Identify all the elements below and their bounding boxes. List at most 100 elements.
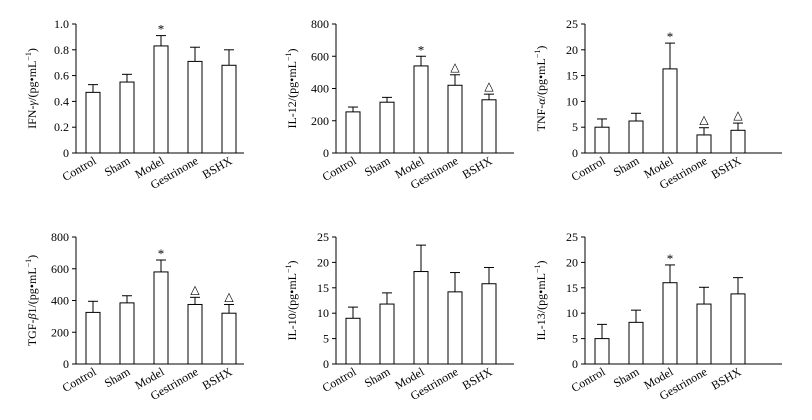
y-label-prefix: TNF- [534, 105, 548, 132]
bar-bshx [221, 312, 237, 365]
bar-model [662, 282, 678, 365]
bar-bshx [730, 129, 746, 154]
bar-bshx [221, 64, 237, 154]
bar-bshx [730, 293, 746, 365]
y-label-superscript: −1 [533, 264, 542, 273]
bar-model [153, 271, 169, 365]
bar-sham [628, 321, 644, 365]
y-label-prefix: IL-10/(pg•mL [285, 273, 299, 341]
y-axis-label: IL-12/(pg•mL−1) [284, 48, 299, 128]
significance-triangle: △ [484, 79, 494, 93]
y-axis-label: IL-13/(pg•mL−1) [533, 260, 548, 340]
y-label-suffix: /(pg•mL [534, 58, 548, 98]
significance-triangle: △ [450, 60, 460, 74]
y-label-close: ) [534, 46, 548, 50]
y-tick-label: 0 [572, 146, 578, 160]
x-tick-label: Sham [611, 153, 642, 179]
y-label-close: ) [534, 260, 548, 264]
x-tick-label: Sham [102, 153, 133, 179]
y-label-close: ) [25, 48, 39, 52]
y-label-superscript: −1 [24, 52, 33, 61]
y-axis-label: IFN-γ/(pg•mL−1) [24, 48, 39, 129]
y-tick-label: 400 [311, 82, 329, 96]
y-tick-label: 0 [572, 357, 578, 371]
y-tick-label: 600 [51, 262, 69, 276]
bar-sham [119, 302, 135, 365]
significance-triangle: △ [733, 108, 743, 122]
x-tick-label: BSHX [200, 364, 235, 392]
y-tick-label: 0.8 [54, 43, 69, 57]
y-tick-label: 0 [323, 146, 329, 160]
y-label-suffix: 1/(pg•mL [25, 267, 39, 313]
y-tick-label: 20 [317, 255, 329, 269]
bar-model [413, 271, 429, 365]
significance-star: * [667, 29, 674, 44]
y-tick-label: 5 [572, 120, 578, 134]
significance-star: * [667, 251, 674, 266]
y-label-greek: α [534, 98, 548, 105]
y-tick-label: 800 [51, 230, 69, 244]
bar-control [345, 317, 361, 365]
y-tick-label: 20 [566, 255, 578, 269]
x-tick-label: Sham [362, 153, 393, 179]
y-tick-label: 15 [566, 69, 578, 83]
significance-star: * [158, 246, 165, 261]
y-tick-label: 5 [323, 332, 329, 346]
x-tick-label: Sham [102, 364, 133, 390]
bar-gestrinone [696, 303, 712, 365]
bar-sham [628, 120, 644, 154]
x-tick-label: BSHX [460, 364, 495, 392]
y-label-superscript: −1 [284, 52, 293, 61]
significance-triangle: △ [190, 282, 200, 296]
y-label-suffix: /(pg•mL [25, 61, 39, 101]
y-tick-label: 25 [317, 230, 329, 244]
y-tick-label: 25 [566, 17, 578, 31]
bar-model [662, 68, 678, 154]
bar-control [345, 111, 361, 154]
y-tick-label: 600 [311, 49, 329, 63]
x-tick-label: BSHX [709, 364, 744, 392]
y-tick-label: 0 [63, 146, 69, 160]
y-tick-label: 5 [572, 332, 578, 346]
bar-bshx [481, 99, 497, 154]
x-tick-label: BSHX [200, 153, 235, 181]
y-label-prefix: TGF- [25, 320, 39, 347]
bar-sham [379, 303, 395, 365]
bar-control [594, 126, 610, 154]
y-tick-label: 200 [51, 325, 69, 339]
y-label-close: ) [25, 255, 39, 259]
significance-triangle: △ [224, 289, 234, 303]
bar-model [413, 65, 429, 154]
y-axis-label: IL-10/(pg•mL−1) [284, 260, 299, 340]
y-tick-label: 15 [566, 281, 578, 295]
bar-sham [119, 81, 135, 154]
significance-triangle: △ [699, 113, 709, 127]
x-tick-label: BSHX [709, 153, 744, 181]
y-tick-label: 200 [311, 114, 329, 128]
y-label-close: ) [285, 260, 299, 264]
bar-gestrinone [696, 134, 712, 154]
y-tick-label: 1.0 [54, 17, 69, 31]
bar-gestrinone [447, 291, 463, 365]
y-label-superscript: −1 [533, 50, 542, 59]
y-axis-label: TNF-α/(pg•mL−1) [533, 46, 548, 132]
y-tick-label: 0.6 [54, 69, 69, 83]
y-label-prefix: IL-12/(pg•mL [285, 61, 299, 129]
y-label-superscript: −1 [284, 264, 293, 273]
y-tick-label: 800 [311, 17, 329, 31]
y-tick-label: 20 [566, 43, 578, 57]
bar-model [153, 45, 169, 154]
bar-gestrinone [447, 84, 463, 154]
y-axis-label: TGF-β1/(pg•mL−1) [24, 255, 39, 346]
x-tick-label: BSHX [460, 153, 495, 181]
y-tick-label: 10 [566, 306, 578, 320]
bar-control [85, 311, 101, 365]
significance-star: * [418, 42, 425, 57]
significance-star: * [158, 22, 165, 37]
y-label-greek: β [25, 314, 39, 321]
